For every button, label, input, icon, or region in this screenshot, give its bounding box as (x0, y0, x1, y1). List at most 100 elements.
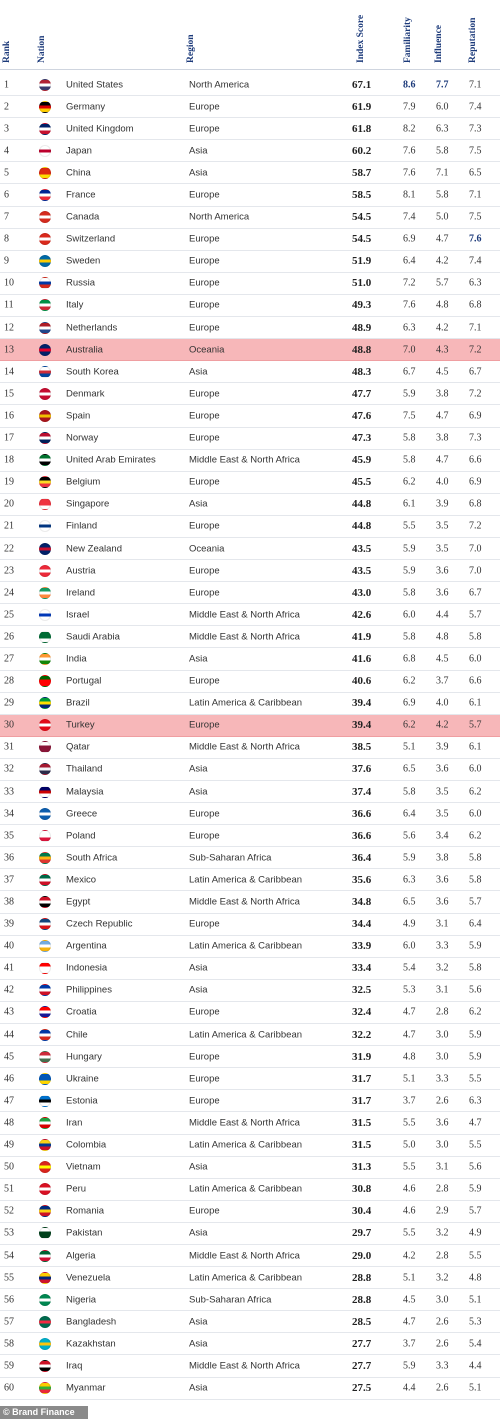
region-cell: Sub-Saharan Africa (189, 1294, 272, 1306)
rank-cell: 54 (4, 1250, 14, 1262)
index-score-cell: 51.9 (352, 255, 372, 268)
region-cell: Europe (189, 1006, 220, 1018)
index-score-cell: 42.6 (352, 608, 372, 621)
nation-cell: Saudi Arabia (66, 631, 120, 643)
reputation-cell: 7.0 (469, 543, 482, 555)
table-row: 53 Pakistan Asia 29.7 5.5 3.2 4.9 (0, 1223, 500, 1245)
familiarity-cell: 6.9 (403, 697, 416, 709)
influence-cell: 3.0 (436, 1051, 449, 1063)
index-score-cell: 27.7 (352, 1359, 372, 1372)
rank-cell: 36 (4, 852, 14, 864)
influence-cell: 4.7 (436, 454, 449, 466)
rank-cell: 27 (4, 653, 14, 665)
rank-cell: 1 (4, 79, 9, 91)
region-cell: Latin America & Caribbean (189, 1272, 303, 1284)
rank-cell: 5 (4, 167, 9, 179)
rank-cell: 3 (4, 123, 9, 135)
influence-cell: 3.9 (436, 498, 449, 510)
table-row: 42 Philippines Asia 32.5 5.3 3.1 5.6 (0, 980, 500, 1002)
rank-cell: 43 (4, 1006, 14, 1018)
nation-cell: United Kingdom (66, 123, 134, 135)
region-cell: Europe (189, 1073, 220, 1085)
reputation-cell: 6.6 (469, 454, 482, 466)
table-header: Rank Nation Region Index Score Familiari… (0, 0, 500, 70)
table-row: 44 Chile Latin America & Caribbean 32.2 4.7 3… (0, 1024, 500, 1047)
rank-cell: 44 (4, 1029, 14, 1041)
familiarity-cell: 4.6 (403, 1205, 416, 1217)
familiarity-cell: 6.5 (403, 763, 416, 775)
index-score-cell: 48.9 (352, 321, 372, 334)
nation-cell: United Arab Emirates (66, 454, 156, 466)
region-cell: Europe (189, 1051, 220, 1063)
familiarity-cell: 7.9 (403, 101, 416, 113)
region-cell: Oceania (189, 344, 225, 356)
table-row: 39 Czech Republic Europe 34.4 4.9 3.1 6.4 (0, 914, 500, 936)
reputation-cell: 7.1 (469, 79, 482, 91)
flag-icon (39, 873, 51, 886)
table-row: 17 Norway Europe 47.3 5.8 3.8 7.3 (0, 428, 500, 450)
nation-cell: Nigeria (66, 1294, 97, 1306)
region-cell: Europe (189, 233, 220, 245)
nation-cell: Italy (66, 299, 84, 311)
influence-cell: 5.8 (436, 145, 449, 157)
reputation-cell: 5.9 (469, 1051, 482, 1063)
rank-cell: 57 (4, 1316, 14, 1328)
influence-cell: 3.0 (436, 1294, 449, 1306)
rank-cell: 39 (4, 918, 14, 930)
influence-cell: 4.8 (436, 299, 449, 311)
region-cell: Europe (189, 1205, 220, 1217)
influence-cell: 4.4 (436, 609, 449, 621)
nation-cell: Iraq (66, 1360, 83, 1372)
table-row: 6 France Europe 58.5 8.1 5.8 7.1 (0, 184, 500, 207)
influence-cell: 3.1 (436, 984, 449, 996)
table-row: 11 Italy Europe 49.3 7.6 4.8 6.8 (0, 295, 500, 318)
familiarity-cell: 4.9 (403, 918, 416, 930)
familiarity-cell: 6.4 (403, 255, 416, 267)
reputation-cell: 5.5 (469, 1250, 482, 1262)
rank-cell: 55 (4, 1272, 14, 1284)
index-score-cell: 47.6 (352, 409, 372, 422)
influence-cell: 4.7 (436, 233, 449, 245)
nation-cell: Kazakhstan (66, 1338, 116, 1350)
region-cell: Asia (189, 1227, 208, 1239)
familiarity-cell: 6.2 (403, 719, 416, 731)
familiarity-cell: 4.2 (403, 1250, 416, 1262)
influence-cell: 3.6 (436, 565, 449, 577)
table-row: 32 Thailand Asia 37.6 6.5 3.6 6.0 (0, 759, 500, 781)
nation-cell: Myanmar (66, 1382, 106, 1394)
influence-cell: 7.1 (436, 167, 449, 179)
reputation-cell: 7.2 (469, 388, 482, 400)
reputation-cell: 7.0 (469, 565, 482, 577)
region-cell: Latin America & Caribbean (189, 940, 303, 952)
table-row: 38 Egypt Middle East & North Africa 34.8 6.5… (0, 891, 500, 914)
familiarity-cell: 4.7 (403, 1316, 416, 1328)
reputation-cell: 5.4 (469, 1338, 482, 1350)
rank-cell: 59 (4, 1360, 14, 1372)
table-row: 58 Kazakhstan Asia 27.7 3.7 2.6 5.4 (0, 1333, 500, 1356)
nation-cell: Poland (66, 830, 96, 842)
influence-cell: 3.0 (436, 1139, 449, 1151)
nation-cell: Israel (66, 609, 90, 621)
rank-cell: 6 (4, 189, 9, 201)
rank-cell: 46 (4, 1073, 14, 1085)
flag-icon (39, 1249, 51, 1262)
reputation-cell: 6.8 (469, 498, 482, 510)
reputation-cell: 5.8 (469, 852, 482, 864)
table-row: 15 Denmark Europe 47.7 5.9 3.8 7.2 (0, 383, 500, 406)
flag-icon (39, 1161, 51, 1174)
influence-cell: 4.3 (436, 344, 449, 356)
region-cell: Europe (189, 255, 220, 267)
reputation-cell: 7.5 (469, 145, 482, 157)
reputation-cell: 5.9 (469, 1029, 482, 1041)
familiarity-cell: 3.7 (403, 1095, 416, 1107)
table-row: 5 China Asia 58.7 7.6 7.1 6.5 (0, 162, 500, 185)
table-row: 19 Belgium Europe 45.5 6.2 4.0 6.9 (0, 472, 500, 494)
region-cell: Europe (189, 918, 220, 930)
reputation-cell: 5.9 (469, 1183, 482, 1195)
familiarity-cell: 4.7 (403, 1006, 416, 1018)
rank-cell: 22 (4, 543, 14, 555)
table-row: 60 Myanmar Asia 27.5 4.4 2.6 5.1 (0, 1378, 500, 1400)
familiarity-cell: 5.0 (403, 1139, 416, 1151)
familiarity-cell: 6.2 (403, 675, 416, 687)
reputation-cell: 7.3 (469, 123, 482, 135)
